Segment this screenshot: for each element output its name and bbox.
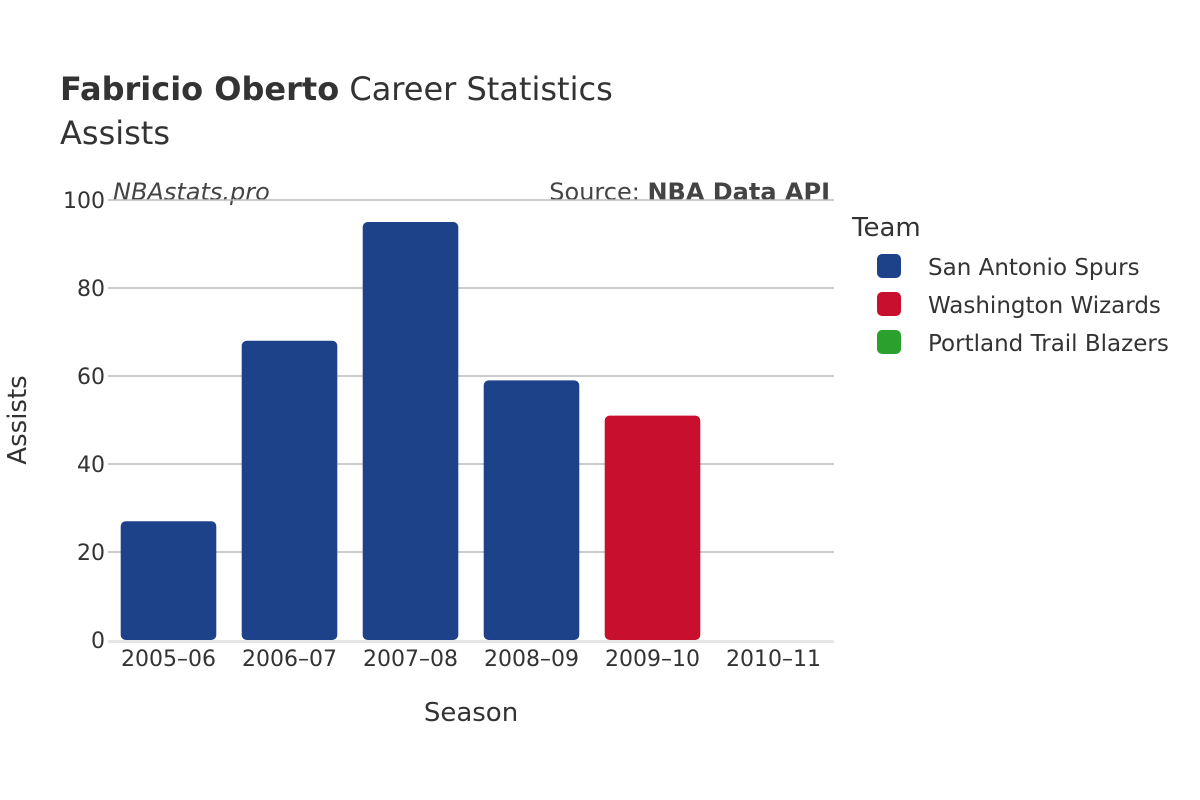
gridlines: [108, 199, 834, 643]
chart-subtitle: Assists: [60, 114, 170, 152]
y-tick-label: 40: [77, 453, 105, 478]
y-tick-label: 0: [91, 629, 105, 654]
legend-label: Portland Trail Blazers: [928, 331, 1169, 357]
watermark: NBAstats.pro: [113, 178, 270, 206]
source-prefix: Source:: [549, 178, 647, 206]
chart-title: Fabricio Oberto Career Statistics: [60, 70, 613, 108]
legend-label: San Antonio Spurs: [928, 255, 1140, 281]
source-label: Source: NBA Data API: [549, 178, 830, 206]
bars: [120, 222, 701, 640]
x-axis-title: Season: [424, 698, 518, 728]
legend: Team San Antonio Spurs Washington Wizards…: [851, 213, 1169, 357]
legend-items: San Antonio Spurs Washington Wizards Portl…: [877, 254, 1169, 357]
x-tick-label: 2008–09: [484, 647, 579, 672]
y-tick-label: 60: [77, 365, 105, 390]
y-tick-label: 100: [63, 189, 105, 214]
legend-swatch: [877, 292, 901, 316]
bar-san-antonio-spurs-0: [120, 521, 217, 640]
x-tick-label: 2005–06: [121, 647, 216, 672]
legend-swatch: [877, 330, 901, 354]
bar-san-antonio-spurs-3: [483, 380, 580, 640]
legend-label: Washington Wizards: [928, 293, 1161, 319]
bar-washington-wizards-4: [604, 415, 701, 640]
y-tick-label: 80: [77, 277, 105, 302]
y-axis-ticks: 0 20 40 60 80 100: [63, 189, 105, 654]
bar-san-antonio-spurs-2: [362, 222, 459, 640]
x-tick-label: 2010–11: [726, 647, 821, 672]
y-tick-label: 20: [77, 541, 105, 566]
legend-swatch: [877, 254, 901, 278]
chart-title-player: Fabricio Oberto: [60, 70, 339, 108]
x-tick-label: 2006–07: [242, 647, 337, 672]
chart-title-rest: Career Statistics: [339, 70, 613, 108]
x-axis-ticks: 2005–06 2006–07 2007–08 2008–09 2009–10 2010–…: [121, 647, 821, 672]
legend-title: Team: [851, 213, 921, 243]
bar-san-antonio-spurs-1: [241, 340, 338, 640]
source-name: NBA Data API: [647, 178, 830, 206]
x-tick-label: 2009–10: [605, 647, 700, 672]
y-axis-title: Assists: [3, 375, 33, 464]
x-tick-label: 2007–08: [363, 647, 458, 672]
